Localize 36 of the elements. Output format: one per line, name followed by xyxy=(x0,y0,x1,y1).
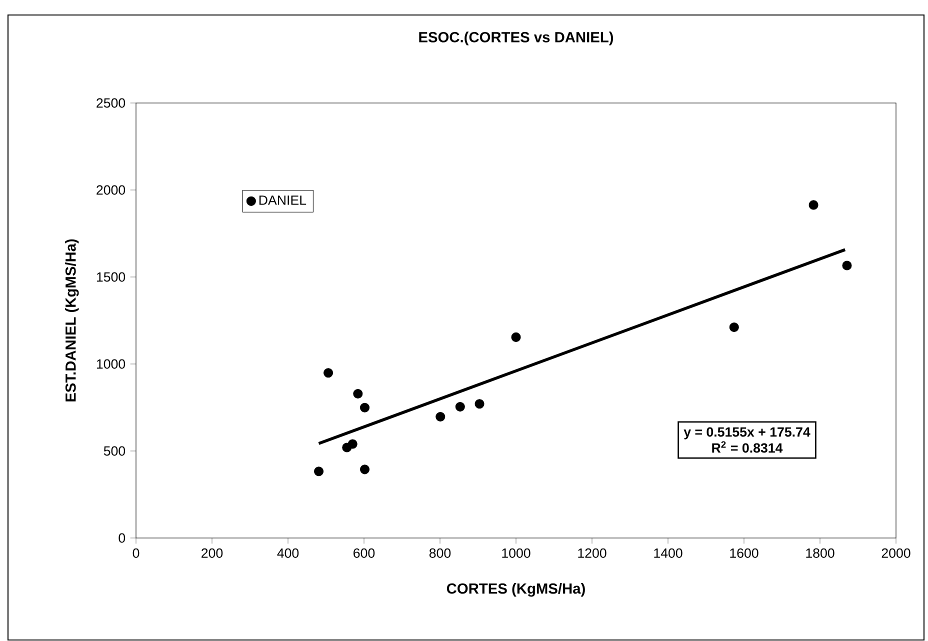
annotation: y = 0.5155x + 175.74 xyxy=(684,427,810,440)
point xyxy=(729,322,739,332)
point xyxy=(474,399,484,409)
x-tick-label: 400 xyxy=(277,548,299,558)
annotation: R$^{2}$ = 0.8314 xyxy=(712,441,783,453)
y-axis-title: EST.DANIEL (KgMS/Ha) xyxy=(65,239,79,402)
point xyxy=(360,464,370,474)
point xyxy=(511,332,521,342)
x-tick-label: 200 xyxy=(202,548,223,558)
y-tick-label: 500 xyxy=(104,446,126,456)
x-tick-label: 2000 xyxy=(882,548,910,558)
point xyxy=(455,402,465,412)
legend-label: DANIEL xyxy=(259,196,306,205)
x-tick-label: 0 xyxy=(132,548,140,558)
y-tick-label: 1000 xyxy=(96,359,126,369)
point xyxy=(324,368,334,378)
point xyxy=(808,200,818,210)
y-tick-label: 2000 xyxy=(96,185,126,195)
point xyxy=(348,439,358,449)
point xyxy=(842,260,852,270)
point xyxy=(360,402,370,412)
y-tick-label: 1500 xyxy=(96,272,126,282)
y-tick-label: 0 xyxy=(118,533,126,543)
y-tick-label: 2500 xyxy=(96,98,126,108)
point xyxy=(436,412,446,422)
chart-title: ESOC.(CORTES vs DANIEL) xyxy=(419,32,614,46)
x-tick-label: 1400 xyxy=(654,548,682,558)
x-tick-label: 1600 xyxy=(730,548,758,558)
x-tick-label: 1200 xyxy=(578,548,606,558)
x-tick-label: 1800 xyxy=(806,548,834,558)
point xyxy=(353,388,363,399)
x-tick-label: 800 xyxy=(429,548,451,558)
point xyxy=(314,466,324,476)
x-tick-label: 1000 xyxy=(502,548,530,558)
x-axis-title: CORTES (KgMS/Ha) xyxy=(446,582,585,597)
x-tick-label: 600 xyxy=(354,548,375,558)
